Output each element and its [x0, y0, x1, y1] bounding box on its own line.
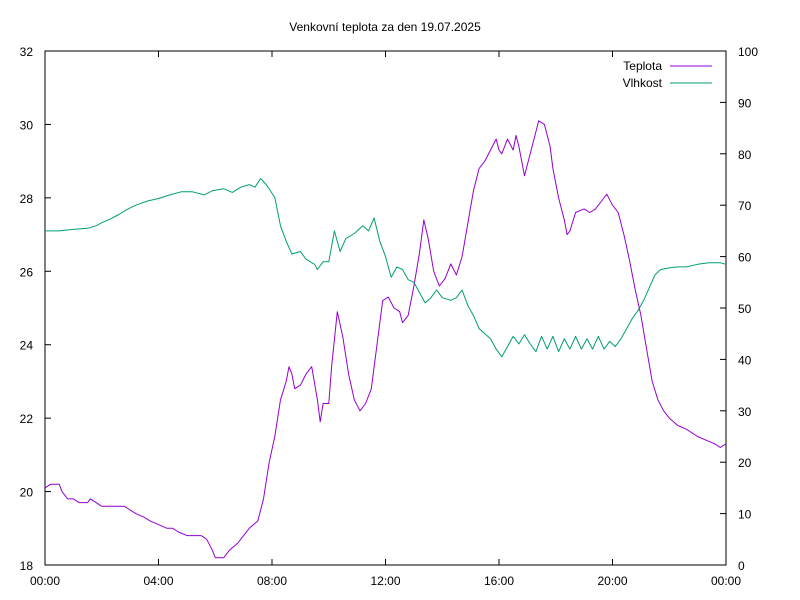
y2-tick-label: 60 [738, 251, 752, 265]
y2-tick-label: 80 [738, 148, 752, 162]
legend-label-teplota: Teplota [623, 59, 662, 73]
y2-tick-label: 20 [738, 456, 752, 470]
chart-title: Venkovní teplota za den 19.07.2025 [289, 20, 481, 34]
y-tick-label: 22 [20, 412, 34, 426]
y2-tick-label: 70 [738, 199, 752, 213]
y2-tick-label: 30 [738, 405, 752, 419]
y2-tick-label: 90 [738, 96, 752, 110]
y2-tick-label: 100 [738, 45, 758, 59]
series-line-vlhkost [45, 178, 727, 358]
series-layer [44, 120, 727, 559]
x-tick-label: 08:00 [257, 574, 287, 588]
y-tick-label: 28 [20, 192, 34, 206]
y2-tick-label: 40 [738, 353, 752, 367]
y-tick-label: 18 [20, 559, 34, 573]
y-tick-label: 26 [20, 265, 34, 279]
legend: Teplota Vlhkost [623, 59, 712, 90]
y2-tick-label: 50 [738, 302, 752, 316]
series-line-teplota [44, 120, 727, 559]
axis-ticks: 00:00 04:00 08:00 12:00 16:00 20:00 00:0018202… [20, 45, 759, 588]
y2-tick-label: 10 [738, 508, 752, 522]
y-tick-label: 20 [20, 486, 34, 500]
x-tick-label: 20:00 [597, 574, 627, 588]
y2-tick-label: 0 [738, 559, 745, 573]
x-tick-label: 00:00 [30, 574, 60, 588]
x-tick-label: 16:00 [484, 574, 514, 588]
legend-label-vlhkost: Vlhkost [623, 76, 663, 90]
x-tick-label: 04:00 [143, 574, 173, 588]
x-tick-label: 12:00 [370, 574, 400, 588]
x-tick-label: 00:00 [711, 574, 741, 588]
y-tick-label: 32 [20, 45, 34, 59]
plot-frame [44, 50, 727, 566]
y-tick-label: 30 [20, 118, 34, 132]
y-tick-label: 24 [20, 339, 34, 353]
